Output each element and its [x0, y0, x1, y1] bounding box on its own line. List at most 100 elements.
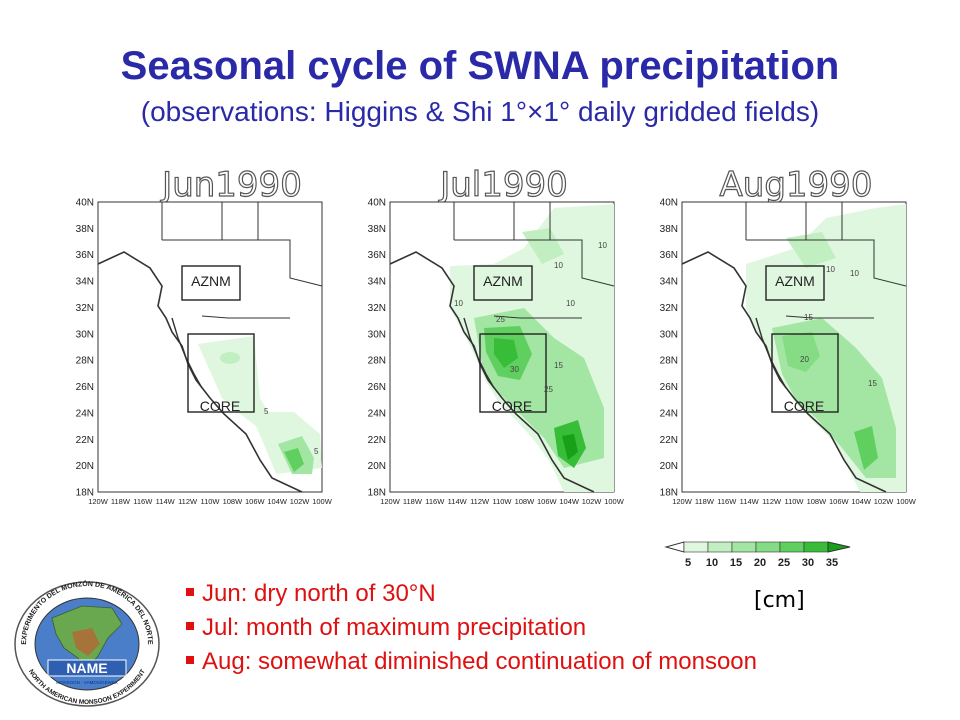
lat-tick-label: 38N	[368, 224, 386, 235]
legend-swatches	[664, 541, 851, 553]
legend-swatch	[664, 541, 685, 553]
region-box-aznm	[181, 265, 241, 301]
lat-tick-label: 24N	[368, 408, 386, 419]
lat-tick-label: 40N	[660, 198, 678, 209]
lat-tick-label: 40N	[76, 198, 94, 209]
map-panel-aug: Aug1990 40N 38N 36N 34N 32N 30N 28N 26N 24N 22N 20…	[646, 168, 918, 510]
map-panel-jul: Jul1990 40N 38N 36N 34N 32N 30N 28N 26N 24N 22N 20…	[354, 168, 626, 510]
legend-label: 5	[685, 557, 691, 569]
legend-label: 30	[802, 557, 814, 569]
lat-tick-label: 20N	[76, 461, 94, 472]
lat-tick-label: 28N	[368, 356, 386, 367]
legend-swatch	[779, 541, 805, 553]
lat-tick-label: 32N	[368, 303, 386, 314]
logo-banner: MONSOON · VAMOS/GEWEX	[56, 680, 118, 685]
lon-tick-label: 108W	[515, 497, 536, 506]
panel-title: Jul1990	[438, 168, 568, 205]
slide-title: Seasonal cycle of SWNA precipitation	[120, 44, 840, 88]
lon-tick-label: 102W	[582, 497, 603, 506]
lat-tick-label: 32N	[76, 303, 94, 314]
lon-tick-label: 102W	[874, 497, 895, 506]
lon-tick-label: 104W	[559, 497, 580, 506]
lon-tick-label: 114W	[448, 497, 468, 506]
lat-tick-label: 30N	[76, 329, 94, 340]
legend-swatch	[707, 541, 733, 553]
lon-tick-label: 120W	[88, 497, 109, 506]
contour-label: 10	[850, 269, 859, 278]
contour-label: 30	[510, 365, 519, 374]
region-box-core	[771, 333, 839, 413]
lon-tick-label: 108W	[223, 497, 244, 506]
contour-label: 10	[554, 261, 563, 270]
lon-tick-label: 110W	[784, 497, 804, 506]
legend-swatch	[755, 541, 781, 553]
bullet-square-icon	[186, 655, 194, 664]
lat-tick-label: 38N	[76, 224, 94, 235]
lon-tick-label: 110W	[492, 497, 512, 506]
region-label-core: CORE	[492, 398, 532, 414]
region-label-aznm: AZNM	[483, 273, 523, 289]
lon-tick-label: 114W	[156, 497, 176, 506]
lat-tick-label: 28N	[76, 356, 94, 367]
legend-label: 35	[826, 557, 838, 569]
contour-label: 25	[496, 315, 505, 324]
lon-tick-label: 104W	[267, 497, 288, 506]
slide-subtitle: (observations: Higgins & Shi 1°×1° daily…	[140, 96, 820, 127]
legend-swatch	[803, 541, 829, 553]
lat-tick-label: 22N	[368, 435, 386, 446]
lat-tick-label: 20N	[660, 461, 678, 472]
lat-tick-label: 24N	[660, 408, 678, 419]
lat-tick-label: 20N	[368, 461, 386, 472]
color-legend: 5 10 15 20 25 30 35	[664, 538, 908, 579]
region-label-aznm: AZNM	[191, 273, 231, 289]
lat-tick-label: 18N	[660, 488, 678, 499]
lat-tick-label: 36N	[368, 250, 386, 261]
contour-label: 15	[804, 313, 813, 322]
lon-tick-label: 118W	[403, 497, 423, 506]
legend-labels: 5 10 15 20 25 30 35	[685, 557, 838, 569]
name-logo-emblem: NAME MONSOON · VAMOS/GEWEX EXPERIMENTO D…	[14, 579, 160, 707]
lon-tick-label: 116W	[133, 497, 153, 506]
lon-tick-label: 112W	[178, 497, 198, 506]
lon-tick-label: 110W	[200, 497, 220, 506]
bullet-item: Aug: somewhat diminished continuation of…	[186, 645, 757, 679]
color-scale: 5 10 15 20 25 30 35	[664, 541, 851, 569]
legend-label: 20	[754, 557, 766, 569]
map-jul: Jul1990 40N 38N 36N 34N 32N 30N 28N 26N 24N 22N 20…	[368, 168, 625, 506]
lat-tick-label: 22N	[660, 435, 678, 446]
lon-tick-label: 120W	[380, 497, 401, 506]
legend-label: 15	[730, 557, 742, 569]
map-aug: Aug1990 40N 38N 36N 34N 32N 30N 28N 26N 24N 22N 20…	[660, 168, 917, 506]
lon-tick-label: 102W	[290, 497, 311, 506]
map-jun: Jun1990 40N 38N 36N 34N 32N 30N 28N 26N 24N 22N 20…	[76, 168, 333, 506]
lat-tick-label: 34N	[368, 277, 386, 288]
lat-tick-label: 22N	[76, 435, 94, 446]
bullet-item: Jun: dry north of 30°N	[186, 577, 757, 611]
lon-tick-label: 100W	[604, 497, 625, 506]
contour-label: 15	[554, 361, 563, 370]
lat-tick-label: 30N	[368, 329, 386, 340]
lat-tick-label: 40N	[368, 198, 386, 209]
lon-tick-label: 108W	[807, 497, 828, 506]
logo-acronym: NAME	[66, 660, 107, 676]
lon-tick-label: 106W	[537, 497, 558, 506]
precip-shading	[450, 204, 614, 492]
contour-label: 20	[800, 355, 809, 364]
lat-tick-label: 24N	[76, 408, 94, 419]
panel-title: Aug1990	[720, 168, 873, 205]
lon-tick-label: 112W	[470, 497, 490, 506]
legend-swatch	[683, 541, 709, 553]
lat-tick-label: 26N	[368, 382, 386, 393]
panel-title: Jun1990	[160, 168, 302, 205]
precip-shading	[198, 336, 322, 474]
lat-tick-label: 36N	[660, 250, 678, 261]
region-box-core	[479, 333, 547, 413]
lon-tick-label: 120W	[672, 497, 693, 506]
legend-label: 10	[706, 557, 718, 569]
map-panel-jun: Jun1990 40N 38N 36N 34N 32N 30N 28N 26N 24N 22N 20…	[62, 168, 334, 510]
lon-tick-label: 100W	[896, 497, 917, 506]
bullet-item: Jul: month of maximum precipitation	[186, 611, 757, 645]
contour-label: 25	[544, 385, 553, 394]
lat-tick-label: 18N	[368, 488, 386, 499]
lon-tick-label: 104W	[851, 497, 872, 506]
